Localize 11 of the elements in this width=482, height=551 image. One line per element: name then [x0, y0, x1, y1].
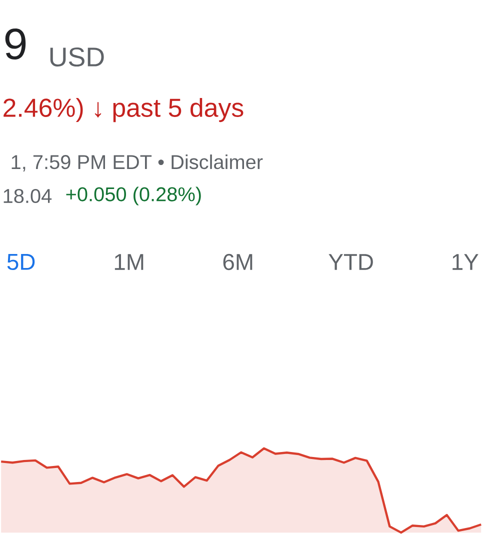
text: YTD	[328, 254, 373, 270]
text: 1, 7:59 PM EDT • Disclaimer	[12, 154, 263, 172]
text: 9	[5, 28, 26, 60]
text: 6M	[223, 254, 252, 270]
text: USD	[50, 47, 104, 67]
text: 18.04	[4, 188, 52, 204]
text: +0.050 (0.28%)	[66, 186, 201, 206]
text: 2.46%) ↓ past 5 days	[4, 98, 244, 122]
text: 1M	[114, 254, 144, 270]
text: 1Y	[452, 254, 478, 270]
text: 5D	[7, 254, 35, 270]
